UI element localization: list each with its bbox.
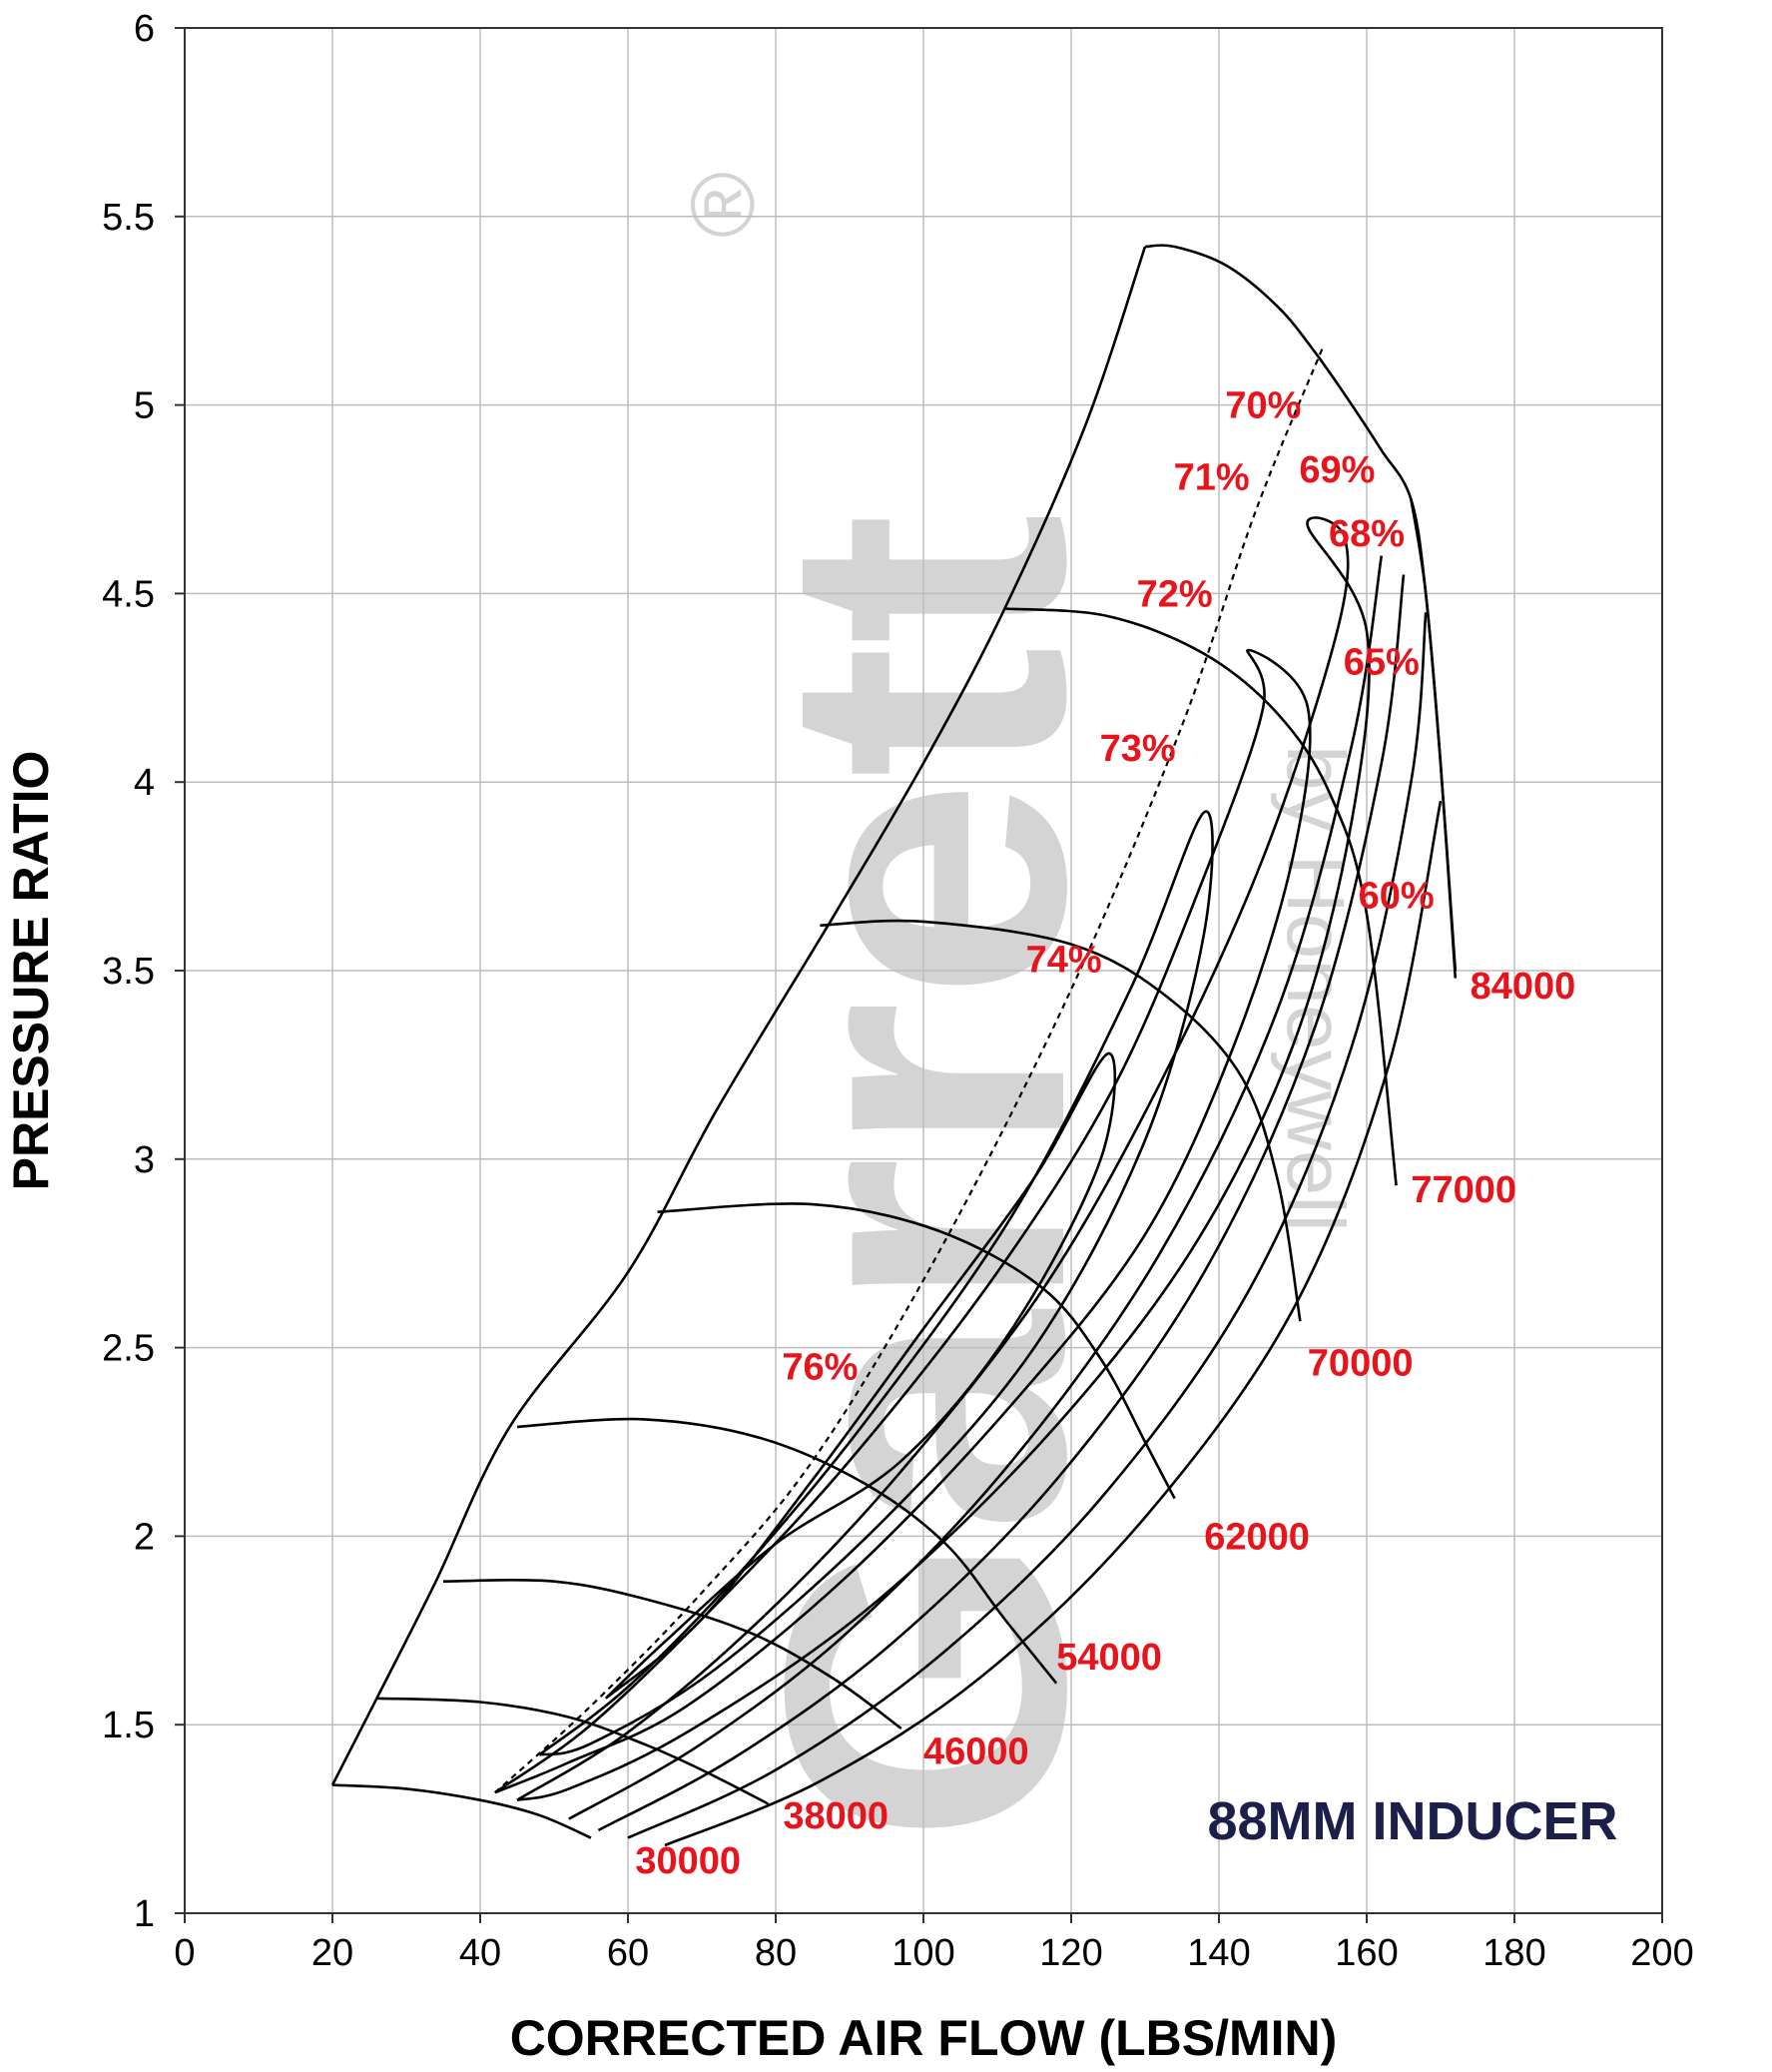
x-tick-label: 60: [607, 1932, 649, 1974]
x-tick-label: 0: [174, 1932, 195, 1974]
map-labels: 30000 38000 46000 54000 62000 70000 77000 84000…: [635, 385, 1575, 1883]
y-tick-label: 1: [134, 1893, 155, 1935]
x-tick-label: 20: [311, 1932, 353, 1974]
x-tick-label: 180: [1482, 1932, 1545, 1974]
y-tick-label: 5.5: [102, 197, 155, 239]
surge-line: [330, 246, 1147, 1786]
y-tick-label: 6: [134, 8, 155, 50]
efficiency-label-72pct: 72%: [1137, 573, 1213, 615]
speed-line-38000: [376, 1697, 770, 1805]
x-tick-label: 80: [755, 1932, 797, 1974]
x-axis-ticks: 0 20 40 60 80 100 120 140 160 180 200: [174, 1913, 1694, 1974]
speed-line-30000: [331, 1783, 592, 1839]
efficiency-label-76pct: 76%: [782, 1346, 858, 1388]
speed-label-46000: 46000: [923, 1731, 1029, 1773]
y-tick-label: 2: [134, 1516, 155, 1558]
speed-label-77000: 77000: [1411, 1169, 1516, 1211]
inducer-annotation: 88MM INDUCER: [1207, 1791, 1617, 1851]
x-axis-title: CORRECTED AIR FLOW (LBS/MIN): [510, 2010, 1338, 2066]
efficiency-contour-outer: [568, 555, 1384, 1820]
map-curves: [330, 244, 1458, 1847]
speed-label-62000: 62000: [1204, 1516, 1310, 1558]
y-tick-label: 4.5: [102, 573, 155, 615]
peak-efficiency-line: [494, 347, 1324, 1794]
efficiency-island-74pct: [538, 810, 1214, 1756]
y-tick-label: 1.5: [102, 1705, 155, 1746]
speed-line-70000: [820, 919, 1302, 1322]
efficiency-contour-outer: [627, 612, 1428, 1839]
x-tick-label: 40: [459, 1932, 501, 1974]
efficiency-label-73pct: 73%: [1100, 728, 1176, 770]
efficiency-label-69pct: 69%: [1299, 449, 1375, 491]
efficiency-island-73pct: [494, 648, 1312, 1794]
efficiency-label-71pct: 71%: [1174, 456, 1250, 498]
speed-label-38000: 38000: [783, 1795, 888, 1837]
y-tick-label: 3.5: [102, 951, 155, 993]
y-tick-label: 5: [134, 385, 155, 427]
y-axis-ticks: 1 1.5 2 2.5 3 3.5 4 4.5 5 5.5 6: [102, 8, 185, 1935]
y-tick-label: 2.5: [102, 1328, 155, 1370]
efficiency-label-68pct: 68%: [1329, 513, 1405, 555]
x-tick-label: 200: [1630, 1932, 1693, 1974]
x-tick-label: 120: [1039, 1932, 1102, 1974]
speed-label-84000: 84000: [1471, 966, 1576, 1008]
x-tick-label: 140: [1187, 1932, 1250, 1974]
speed-line-62000: [657, 1202, 1176, 1500]
speed-label-54000: 54000: [1056, 1637, 1162, 1679]
watermark-registered-mark: ®: [674, 172, 774, 238]
efficiency-contour-outer: [597, 574, 1406, 1832]
grid: [185, 28, 1662, 1913]
efficiency-label-70pct: 70%: [1225, 385, 1301, 427]
efficiency-label-65pct: 65%: [1344, 641, 1420, 683]
x-tick-label: 160: [1335, 1932, 1398, 1974]
speed-label-30000: 30000: [635, 1840, 741, 1882]
efficiency-label-60pct: 60%: [1359, 875, 1435, 917]
efficiency-contour-outer: [664, 800, 1443, 1847]
speed-label-70000: 70000: [1308, 1343, 1414, 1385]
y-axis-title: PRESSURE RATIO: [3, 751, 59, 1191]
y-tick-label: 4: [134, 762, 155, 804]
y-tick-label: 3: [134, 1139, 155, 1181]
x-tick-label: 100: [891, 1932, 954, 1974]
speed-line-84000: [1410, 498, 1458, 979]
speed-line-54000: [516, 1417, 1058, 1685]
speed-line-77000: [1004, 607, 1398, 1186]
efficiency-label-74pct: 74%: [1026, 940, 1102, 982]
speed-line-46000: [442, 1579, 902, 1730]
